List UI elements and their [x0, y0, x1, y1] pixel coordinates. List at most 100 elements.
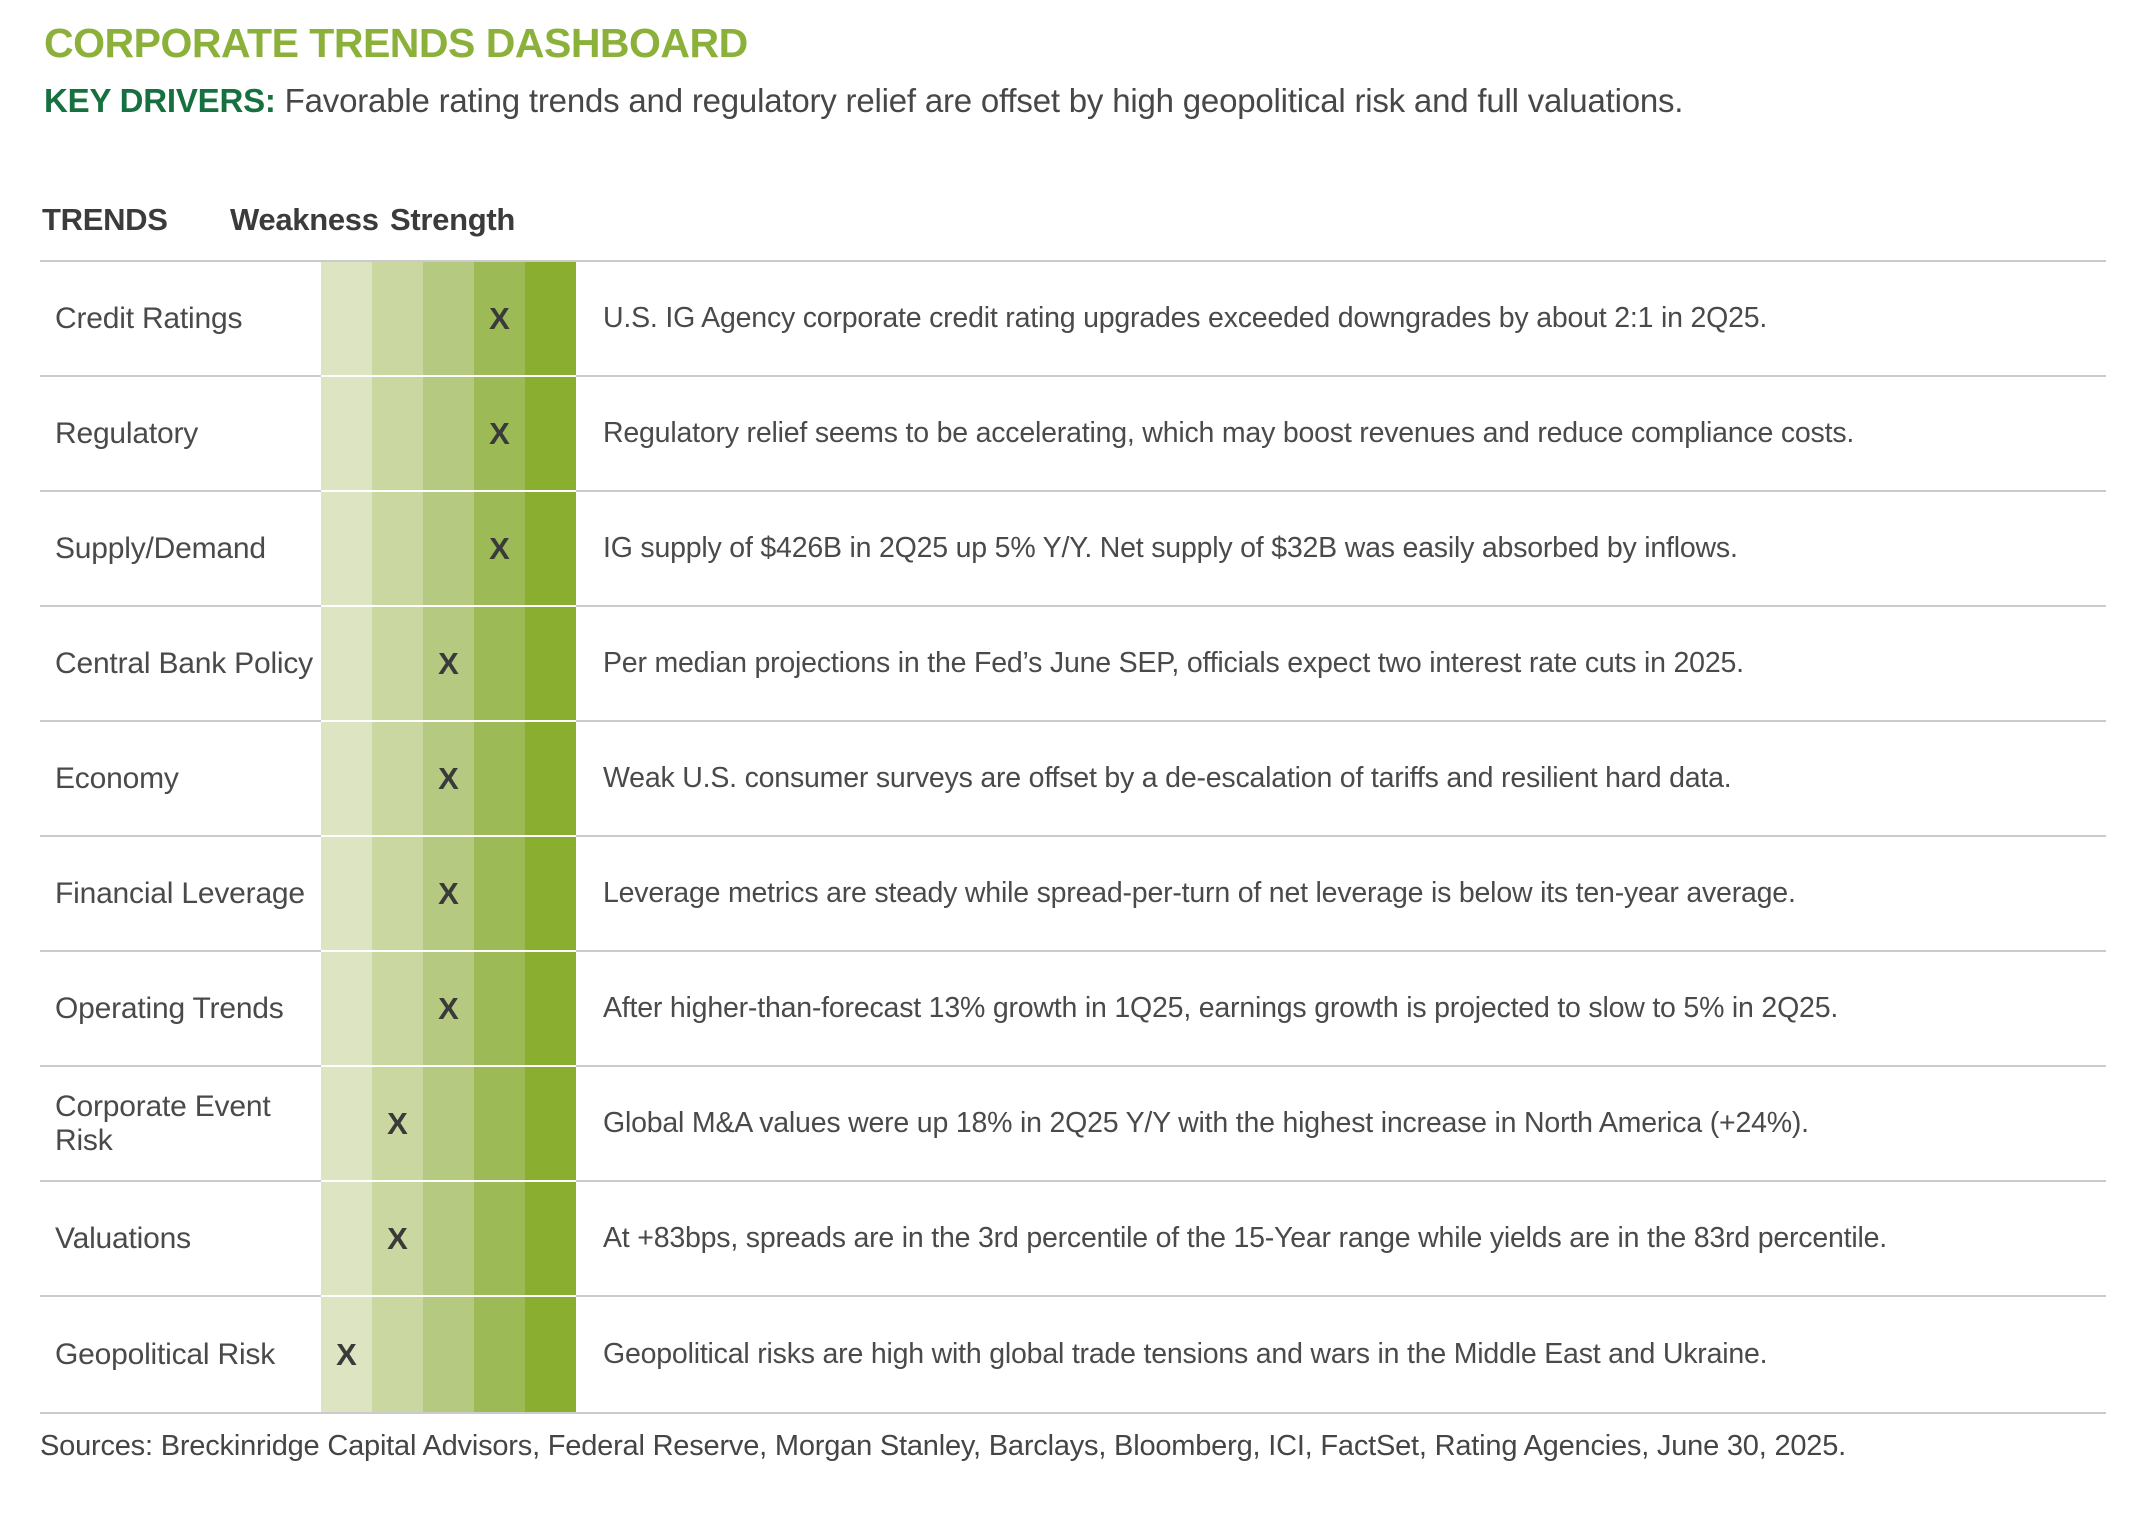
weakness-strength-scale: X — [321, 722, 576, 837]
scale-band-1 — [321, 837, 372, 950]
scale-band-5 — [525, 952, 576, 1065]
scale-band-5 — [525, 722, 576, 835]
scale-band-1 — [321, 1182, 372, 1295]
table-row: Financial Leverage X Leverage metrics are … — [40, 837, 2106, 952]
column-header-weakness: Weakness — [230, 202, 379, 237]
table-row: Geopolitical Risk X Geopolitical risks are… — [40, 1297, 2106, 1412]
x-mark: X — [438, 875, 459, 911]
scale-band-3: X — [423, 837, 474, 950]
scale-band-3: X — [423, 607, 474, 720]
scale-band-4: X — [474, 262, 525, 375]
trend-label: Supply/Demand — [40, 492, 321, 607]
trend-label: Financial Leverage — [40, 837, 321, 952]
scale-band-5 — [525, 262, 576, 375]
scale-band-2 — [372, 837, 423, 950]
page-title: CORPORATE TRENDS DASHBOARD — [44, 20, 748, 66]
trend-description: U.S. IG Agency corporate credit rating u… — [576, 262, 2106, 377]
trend-description: Leverage metrics are steady while spread… — [576, 837, 2106, 952]
weakness-strength-scale: X — [321, 377, 576, 492]
x-mark: X — [438, 645, 459, 681]
weakness-strength-scale: X — [321, 607, 576, 722]
scale-band-1 — [321, 1067, 372, 1180]
scale-band-5 — [525, 837, 576, 950]
scale-band-3 — [423, 262, 474, 375]
scale-band-3 — [423, 1297, 474, 1412]
trend-description: At +83bps, spreads are in the 3rd percen… — [576, 1182, 2106, 1297]
weakness-strength-scale: X — [321, 1182, 576, 1297]
scale-band-5 — [525, 607, 576, 720]
table-row: Regulatory X Regulatory relief seems to be… — [40, 377, 2106, 492]
scale-band-3 — [423, 377, 474, 490]
scale-band-4: X — [474, 492, 525, 605]
scale-band-3: X — [423, 952, 474, 1065]
scale-band-5 — [525, 492, 576, 605]
trend-description: Global M&A values were up 18% in 2Q25 Y/… — [576, 1067, 2106, 1182]
x-mark: X — [387, 1220, 408, 1256]
scale-band-1 — [321, 952, 372, 1065]
x-mark: X — [438, 760, 459, 796]
weakness-strength-scale: X — [321, 1297, 576, 1412]
table-row: Corporate Event Risk X Global M&A values w… — [40, 1067, 2106, 1182]
table-row: Central Bank Policy X Per median projectio… — [40, 607, 2106, 722]
scale-band-2 — [372, 952, 423, 1065]
scale-band-2 — [372, 492, 423, 605]
scale-band-2 — [372, 607, 423, 720]
scale-band-2 — [372, 262, 423, 375]
trend-description: IG supply of $426B in 2Q25 up 5% Y/Y. Ne… — [576, 492, 2106, 607]
scale-band-3 — [423, 492, 474, 605]
scale-band-2: X — [372, 1067, 423, 1180]
key-drivers-line: KEY DRIVERS: Favorable rating trends and… — [44, 82, 1683, 120]
scale-band-5 — [525, 377, 576, 490]
trend-label: Central Bank Policy — [40, 607, 321, 722]
weakness-strength-scale: X — [321, 952, 576, 1067]
scale-band-4: X — [474, 377, 525, 490]
weakness-strength-scale: X — [321, 1067, 576, 1182]
scale-band-2 — [372, 722, 423, 835]
trend-label: Regulatory — [40, 377, 321, 492]
scale-band-5 — [525, 1297, 576, 1412]
x-mark: X — [336, 1336, 357, 1372]
scale-band-4 — [474, 1067, 525, 1180]
scale-band-1 — [321, 377, 372, 490]
sources-note: Sources: Breckinridge Capital Advisors, … — [40, 1430, 1847, 1462]
scale-band-4 — [474, 1297, 525, 1412]
table-row: Credit Ratings X U.S. IG Agency corporate … — [40, 262, 2106, 377]
column-header-strength: Strength — [390, 202, 516, 237]
table-header-row: TRENDS Weakness Strength — [42, 202, 2106, 242]
trends-table: Credit Ratings X U.S. IG Agency corporate … — [40, 260, 2106, 1414]
x-mark: X — [387, 1105, 408, 1141]
trend-label: Credit Ratings — [40, 262, 321, 377]
scale-band-3 — [423, 1067, 474, 1180]
scale-band-5 — [525, 1067, 576, 1180]
scale-band-1 — [321, 722, 372, 835]
scale-band-1: X — [321, 1297, 372, 1412]
table-row: Supply/Demand X IG supply of $426B in 2Q25… — [40, 492, 2106, 607]
trend-description: Regulatory relief seems to be accelerati… — [576, 377, 2106, 492]
trend-description: After higher-than-forecast 13% growth in… — [576, 952, 2106, 1067]
column-header-trends: TRENDS — [42, 202, 168, 237]
scale-band-3 — [423, 1182, 474, 1295]
scale-band-4 — [474, 722, 525, 835]
x-mark: X — [489, 530, 510, 566]
trend-label: Geopolitical Risk — [55, 1337, 276, 1371]
x-mark: X — [489, 300, 510, 336]
key-drivers-label: KEY DRIVERS: — [44, 82, 276, 119]
table-row: Valuations X At +83bps, spreads are in the… — [40, 1182, 2106, 1297]
trend-label: Economy — [40, 722, 321, 837]
trend-label: Valuations — [40, 1182, 321, 1297]
weakness-strength-scale: X — [321, 262, 576, 377]
scale-band-1 — [321, 262, 372, 375]
scale-band-4 — [474, 1182, 525, 1295]
scale-band-2: X — [372, 1182, 423, 1295]
scale-band-2 — [372, 377, 423, 490]
scale-band-4 — [474, 607, 525, 720]
trend-label: Operating Trends — [40, 952, 321, 1067]
x-mark: X — [489, 415, 510, 451]
scale-band-3: X — [423, 722, 474, 835]
scale-band-2 — [372, 1297, 423, 1412]
table-row: Operating Trends X After higher-than-forec… — [40, 952, 2106, 1067]
table-row: Economy X Weak U.S. consumer surveys are o… — [40, 722, 2106, 837]
scale-band-1 — [321, 492, 372, 605]
scale-band-4 — [474, 837, 525, 950]
